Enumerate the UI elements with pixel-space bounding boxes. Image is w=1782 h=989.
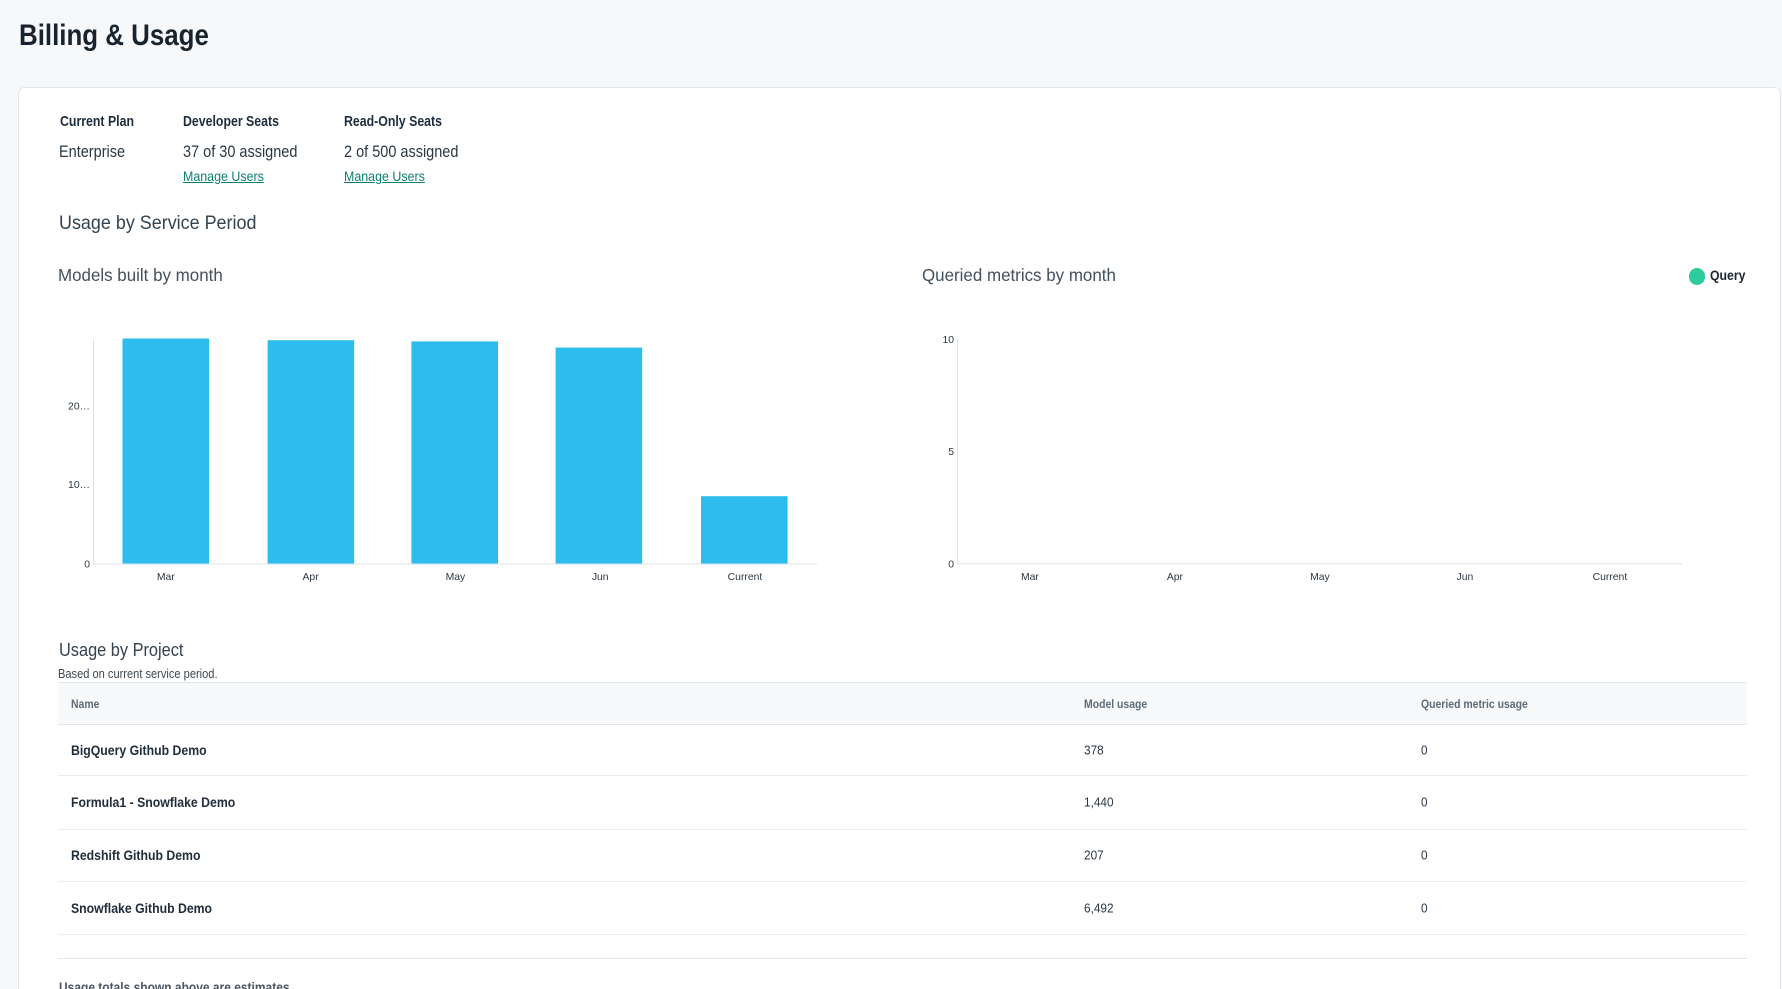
svg-text:Mar: Mar — [1021, 572, 1039, 583]
svg-text:Apr: Apr — [303, 572, 320, 583]
svg-text:Jun: Jun — [592, 572, 609, 583]
svg-text:May: May — [446, 572, 466, 583]
svg-text:Current: Current — [1593, 572, 1628, 583]
svg-text:10…: 10… — [68, 480, 90, 491]
svg-text:10: 10 — [942, 335, 954, 346]
svg-text:0: 0 — [84, 560, 90, 571]
svg-text:Current: Current — [728, 572, 763, 583]
svg-text:Mar: Mar — [157, 572, 175, 583]
svg-text:Apr: Apr — [1167, 572, 1184, 583]
svg-text:Jun: Jun — [1457, 572, 1474, 583]
svg-text:20…: 20… — [68, 401, 90, 412]
svg-text:5: 5 — [948, 447, 954, 458]
svg-text:0: 0 — [948, 560, 954, 571]
svg-text:May: May — [1310, 572, 1330, 583]
